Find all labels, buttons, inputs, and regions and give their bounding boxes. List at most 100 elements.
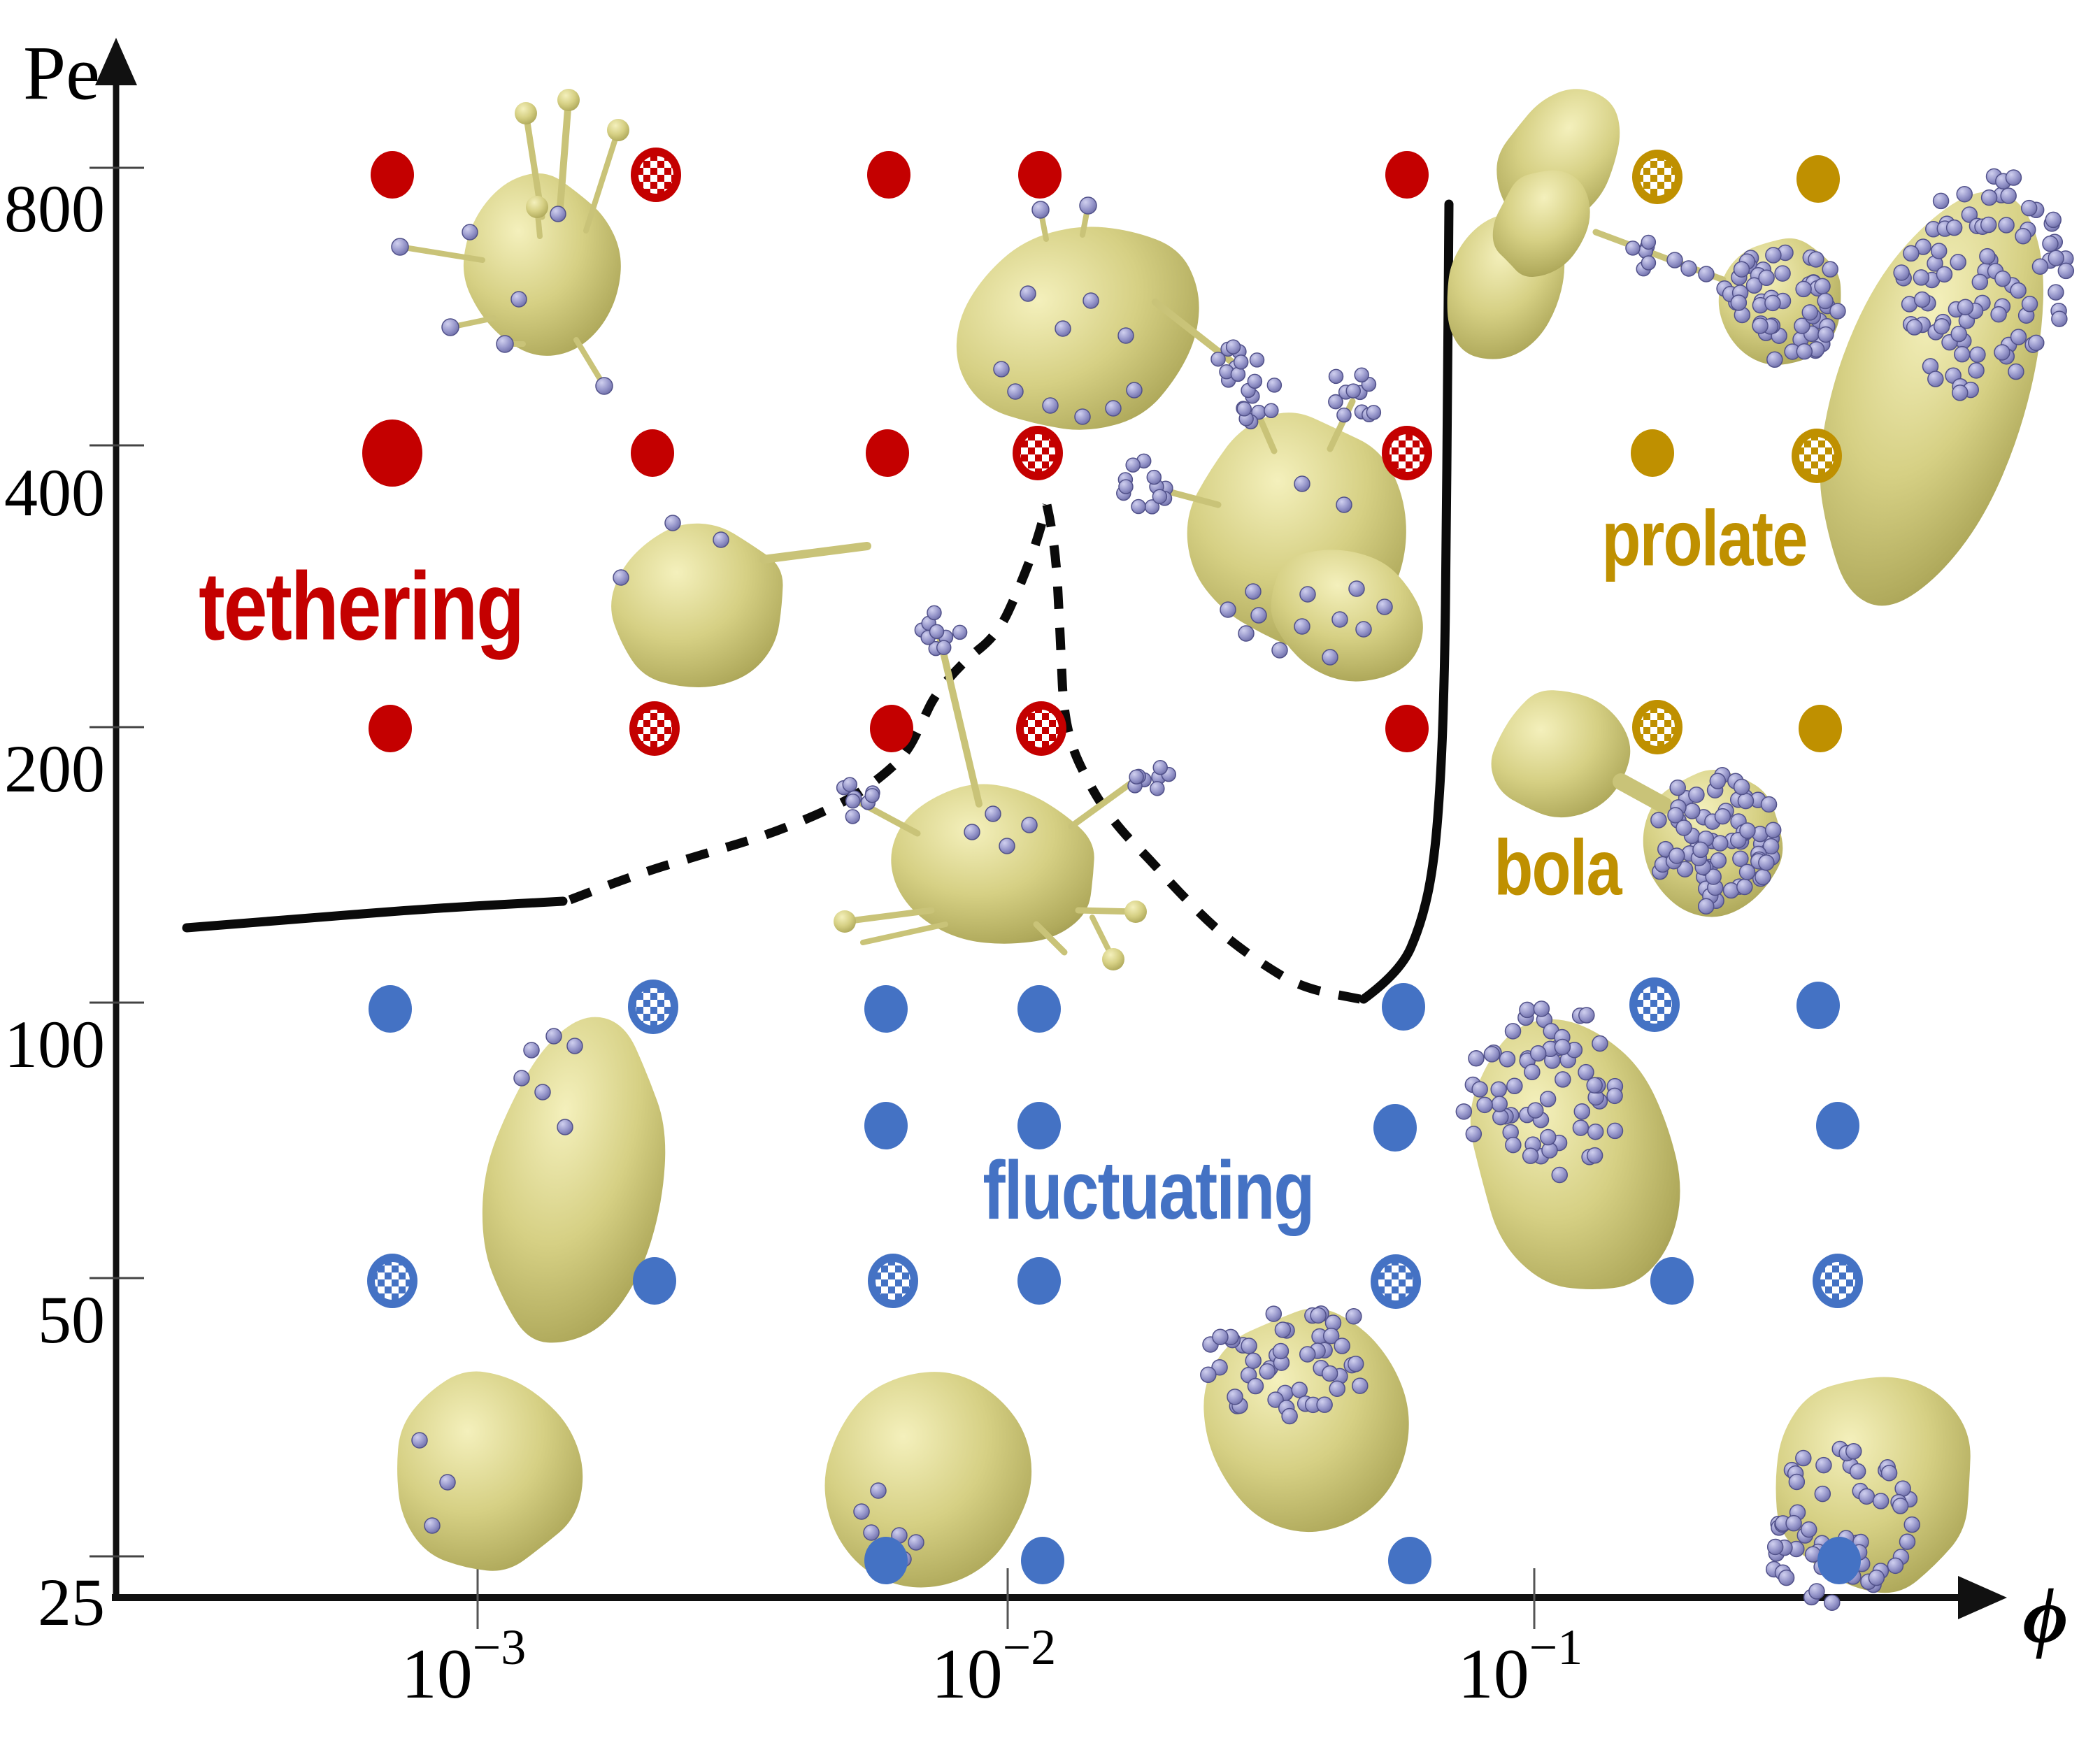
vesicle-body xyxy=(824,1372,1032,1588)
tether-arm xyxy=(860,922,948,945)
membrane-particle xyxy=(1698,266,1715,282)
y-tick-label: 200 xyxy=(4,731,105,806)
membrane-particle xyxy=(1524,1063,1541,1081)
membrane-particle xyxy=(2008,363,2024,380)
membrane-particle xyxy=(1764,822,1782,839)
membrane-particle xyxy=(1468,1050,1485,1067)
membrane-particle xyxy=(1712,835,1729,852)
membrane-particle xyxy=(1954,345,1971,363)
membrane-particle xyxy=(1778,1569,1795,1586)
data-point-tethering xyxy=(1018,151,1062,199)
membrane-particle xyxy=(441,318,459,336)
data-point-fluctuating xyxy=(1382,983,1425,1031)
data-point-fluctuating xyxy=(1650,1257,1694,1305)
vesicle-star-vesicle xyxy=(834,605,1177,970)
membrane-particle xyxy=(1752,317,1769,334)
point-marker-filled xyxy=(1388,1537,1431,1584)
tether-knob xyxy=(1102,948,1124,970)
membrane-particle xyxy=(1465,1126,1483,1142)
membrane-particle xyxy=(993,361,1010,378)
x-axis-arrowhead xyxy=(1958,1576,2007,1619)
point-marker-filled xyxy=(1373,1104,1417,1152)
membrane-particle xyxy=(1236,401,1252,417)
vesicle-body xyxy=(463,173,621,356)
membrane-particle xyxy=(1152,759,1168,775)
data-point-fluctuating xyxy=(1017,1102,1061,1149)
membrane-particle xyxy=(1990,306,2007,323)
membrane-particle xyxy=(1336,407,1352,423)
point-marker-filled xyxy=(369,985,412,1033)
membrane-particle xyxy=(391,238,409,256)
data-point-tethering xyxy=(371,151,414,199)
vesicle-fluctuating-sphere-1 xyxy=(397,1371,583,1571)
data-point-fluctuating xyxy=(633,1257,676,1305)
membrane-particle xyxy=(1578,1007,1595,1024)
boundary-solid xyxy=(1359,199,1454,1004)
membrane-particle xyxy=(2010,329,2027,345)
tether-arm xyxy=(1613,773,1673,814)
point-marker-filled xyxy=(369,705,412,752)
membrane-particle xyxy=(534,1084,551,1100)
point-marker-hatch-fill xyxy=(1637,986,1672,1024)
membrane-particle xyxy=(1858,1488,1876,1505)
data-point-fluctuating xyxy=(367,1254,417,1308)
membrane-particle xyxy=(1732,850,1749,867)
membrane-particle xyxy=(1796,343,1813,360)
membrane-particle xyxy=(1345,1307,1362,1325)
data-point-fluctuating xyxy=(1629,977,1680,1032)
membrane-particle xyxy=(1519,1001,1536,1019)
membrane-particle xyxy=(1971,273,1989,291)
membrane-particle xyxy=(842,777,858,792)
membrane-particle xyxy=(1007,383,1024,400)
membrane-particle xyxy=(1808,251,1824,268)
data-point-tethering xyxy=(631,429,674,477)
x-tick-label: 10−1 xyxy=(1458,1619,1583,1714)
membrane-particle xyxy=(1455,1103,1473,1120)
membrane-particle xyxy=(1709,773,1727,789)
point-marker-filled xyxy=(1796,982,1840,1029)
membrane-particle xyxy=(1230,366,1246,382)
membrane-particle xyxy=(1245,1352,1262,1369)
membrane-particle xyxy=(952,624,968,640)
membrane-particle xyxy=(1241,1338,1257,1354)
membrane-particle xyxy=(1117,327,1134,344)
point-marker-filled xyxy=(864,1537,908,1584)
point-marker-filled xyxy=(1631,429,1674,477)
membrane-particle xyxy=(1042,397,1059,414)
membrane-particle xyxy=(936,640,952,655)
membrane-particle xyxy=(1683,803,1701,819)
x-tick-label: 10−3 xyxy=(401,1619,527,1714)
membrane-particle xyxy=(2020,199,2038,217)
membrane-particle xyxy=(1211,1358,1228,1376)
data-point-fluctuating xyxy=(628,980,678,1034)
membrane-particle xyxy=(613,569,629,586)
membrane-particle xyxy=(1299,1346,1316,1363)
membrane-particle xyxy=(1893,264,1910,281)
vesicle-body xyxy=(1820,192,2044,606)
membrane-particle xyxy=(1710,852,1727,869)
membrane-particle xyxy=(1294,618,1310,635)
membrane-particle xyxy=(1366,405,1382,420)
membrane-particle xyxy=(1894,1480,1911,1497)
data-point-fluctuating xyxy=(864,1537,908,1584)
membrane-particle xyxy=(1328,368,1344,385)
membrane-particle xyxy=(1760,796,1778,813)
y-tick-label: 400 xyxy=(4,455,105,530)
vesicle-tethered-vesicle-a xyxy=(956,196,1265,430)
membrane-particle xyxy=(510,291,527,308)
membrane-particle xyxy=(595,377,613,395)
data-point-fluctuating xyxy=(1796,982,1840,1029)
membrane-particle xyxy=(1932,192,1950,210)
membrane-particle xyxy=(545,1028,562,1045)
data-point-tethering xyxy=(870,705,913,752)
membrane-particle xyxy=(1271,642,1288,659)
membrane-particle xyxy=(1994,270,2011,287)
membrane-particle xyxy=(1755,868,1771,886)
point-marker-hatch-fill xyxy=(638,156,673,194)
membrane-particle xyxy=(1795,280,1812,298)
membrane-particle xyxy=(462,224,478,241)
membrane-particle xyxy=(1348,580,1365,597)
membrane-particle xyxy=(2051,310,2068,327)
membrane-particle xyxy=(1321,1365,1338,1382)
point-marker-hatch-fill xyxy=(1389,434,1424,472)
